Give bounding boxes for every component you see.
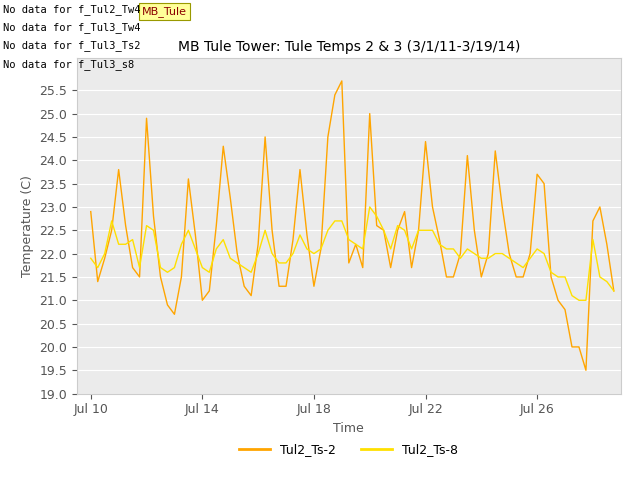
Tul2_Ts-8 [136, 264, 143, 270]
Tul2_Ts-8 [359, 246, 367, 252]
Tul2_Ts-2 [136, 274, 143, 280]
Tul2_Ts-8 [87, 255, 95, 261]
Text: No data for f_Tul3_Tw4: No data for f_Tul3_Tw4 [3, 22, 141, 33]
Tul2_Ts-2 [429, 204, 436, 210]
Tul2_Ts-8 [610, 288, 618, 294]
X-axis label: Time: Time [333, 422, 364, 435]
Tul2_Ts-8 [575, 298, 583, 303]
Tul2_Ts-8 [443, 246, 451, 252]
Title: MB Tule Tower: Tule Temps 2 & 3 (3/1/11-3/19/14): MB Tule Tower: Tule Temps 2 & 3 (3/1/11-… [178, 40, 520, 54]
Line: Tul2_Ts-2: Tul2_Ts-2 [91, 81, 614, 370]
Tul2_Ts-2 [582, 367, 590, 373]
Text: No data for f_Tul3_Ts2: No data for f_Tul3_Ts2 [3, 40, 141, 51]
Tul2_Ts-2 [366, 111, 374, 117]
Tul2_Ts-2 [610, 288, 618, 294]
Tul2_Ts-2 [87, 209, 95, 215]
Legend: Tul2_Ts-2, Tul2_Ts-8: Tul2_Ts-2, Tul2_Ts-8 [234, 438, 463, 461]
Line: Tul2_Ts-8: Tul2_Ts-8 [91, 207, 614, 300]
Tul2_Ts-2 [268, 228, 276, 233]
Text: MB_Tule: MB_Tule [142, 6, 187, 17]
Y-axis label: Temperature (C): Temperature (C) [20, 175, 34, 276]
Tul2_Ts-8 [513, 260, 520, 266]
Tul2_Ts-8 [366, 204, 374, 210]
Tul2_Ts-2 [443, 274, 451, 280]
Text: No data for f_Tul2_Tw4: No data for f_Tul2_Tw4 [3, 4, 141, 15]
Tul2_Ts-2 [513, 274, 520, 280]
Tul2_Ts-8 [268, 251, 276, 256]
Text: No data for f_Tul3_s8: No data for f_Tul3_s8 [3, 59, 134, 70]
Tul2_Ts-8 [429, 228, 436, 233]
Tul2_Ts-2 [338, 78, 346, 84]
